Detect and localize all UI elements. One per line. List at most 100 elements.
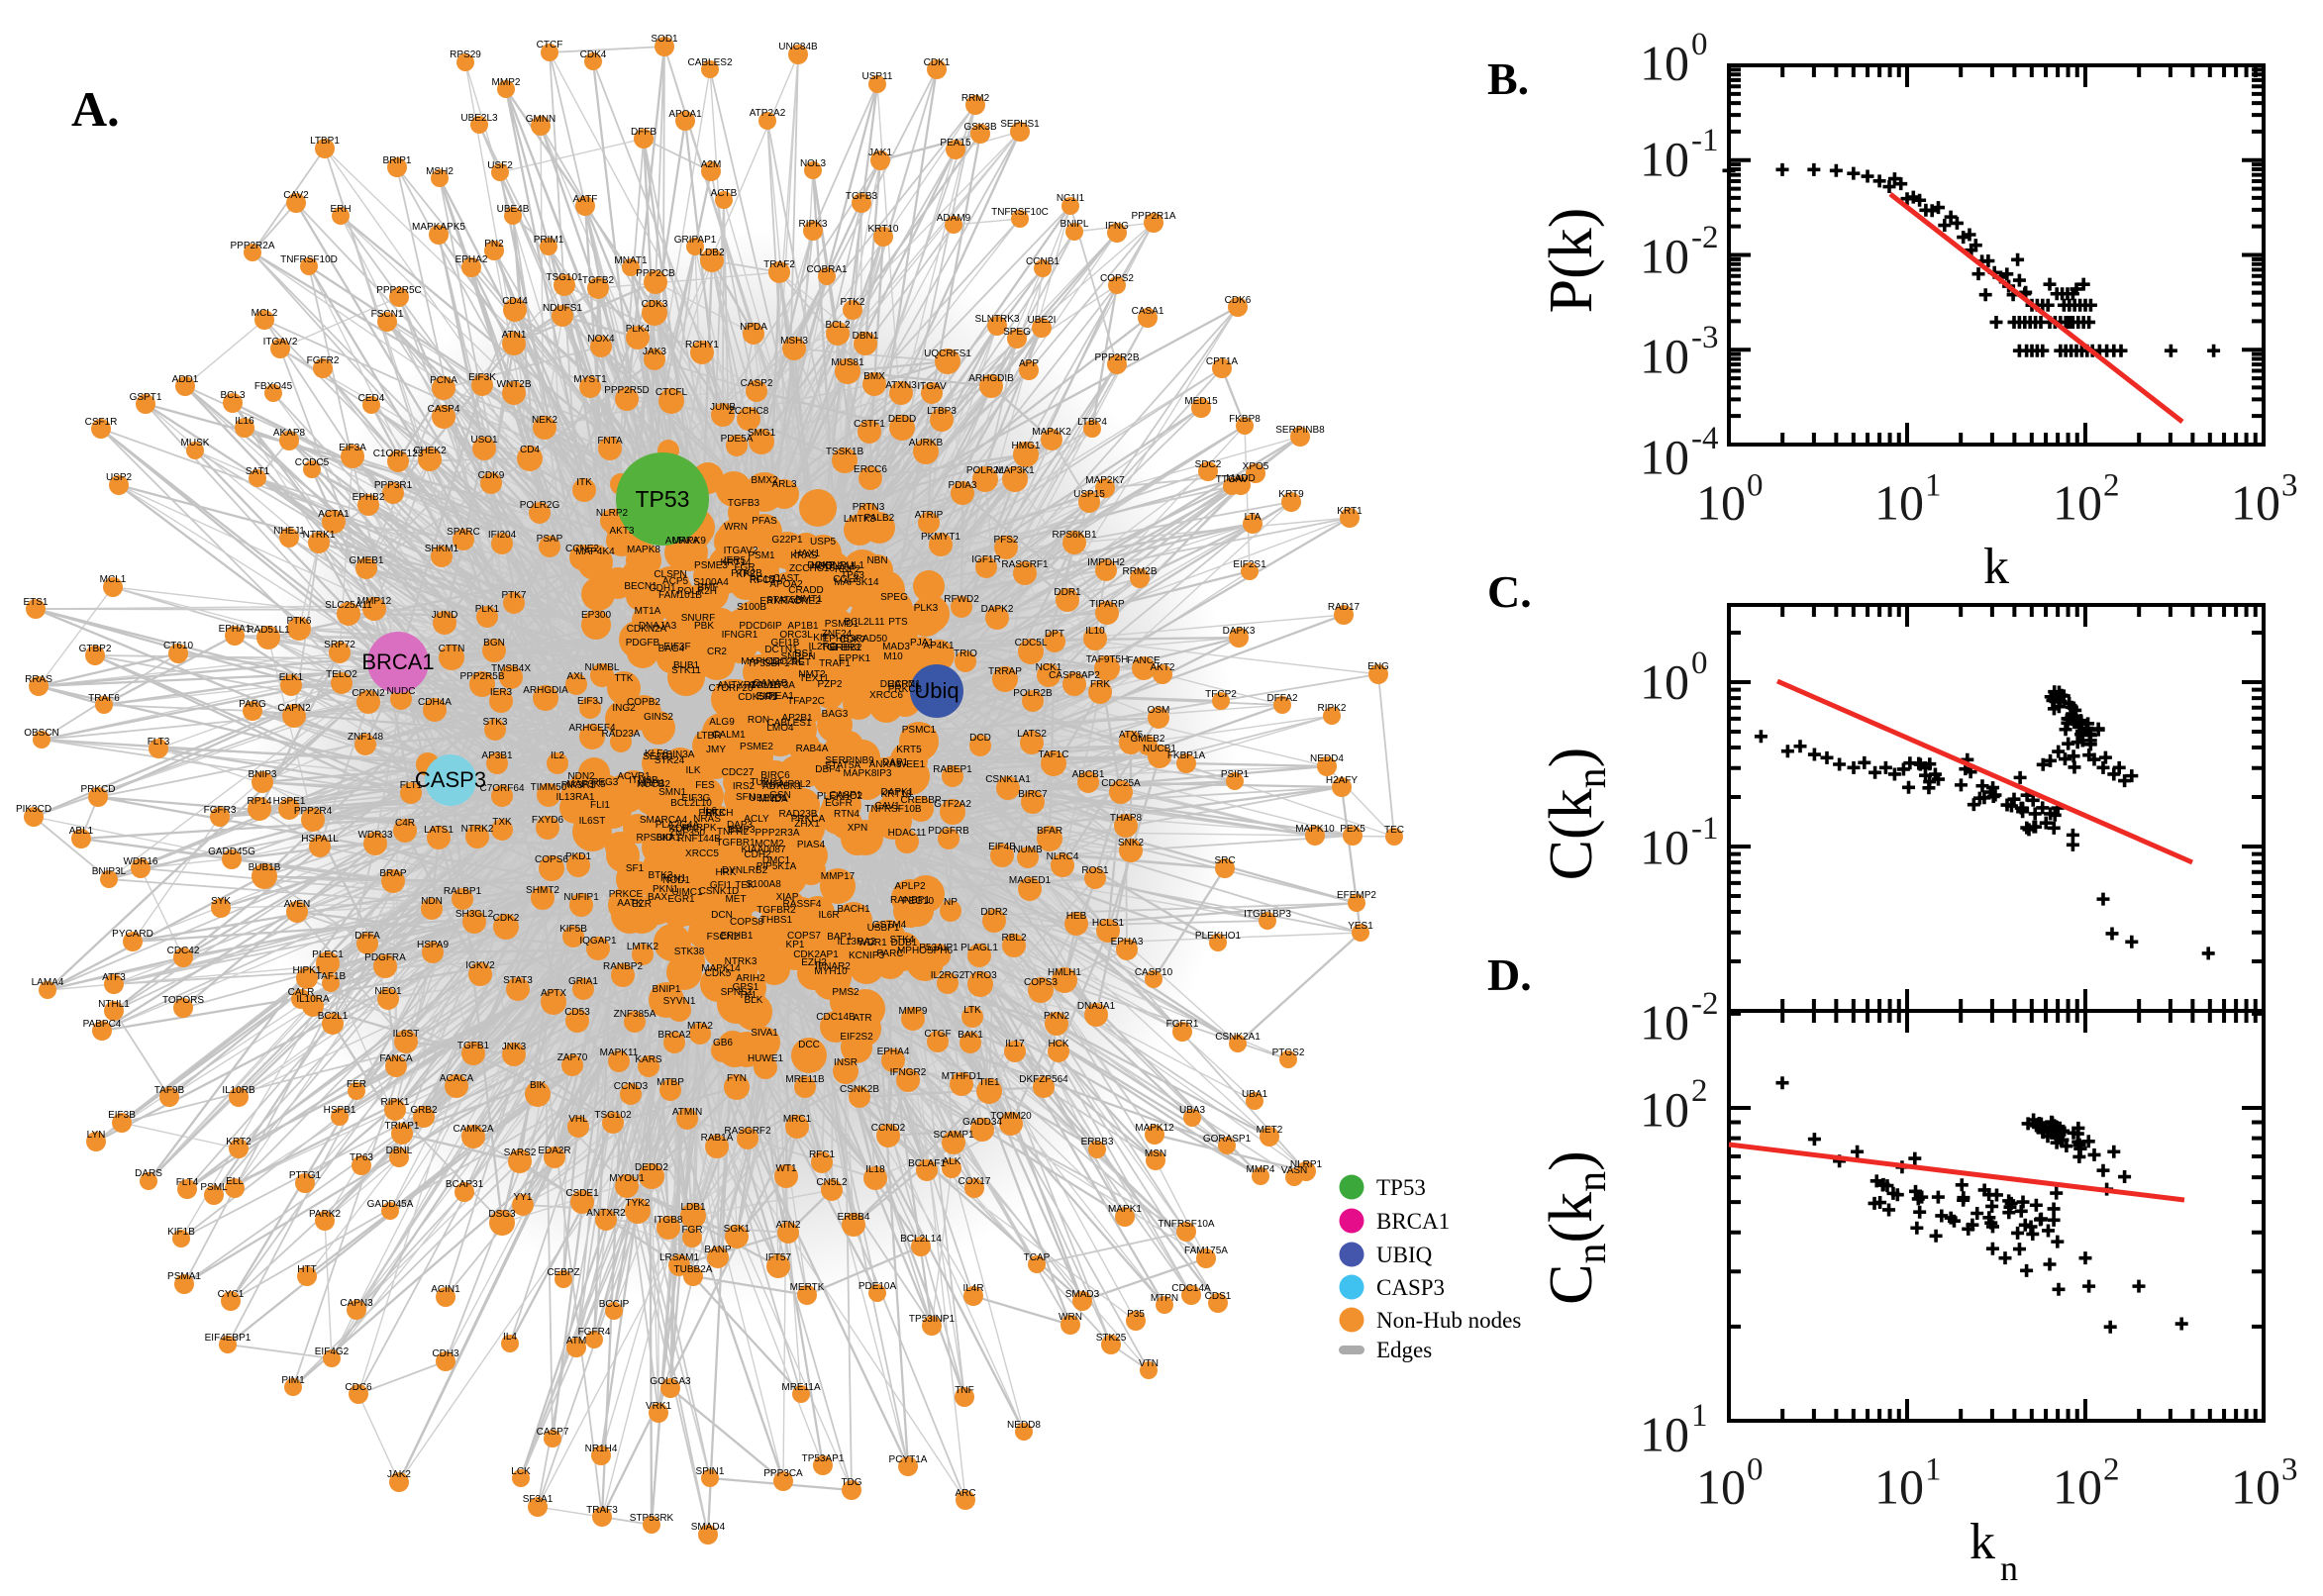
svg-text:ITGB8: ITGB8 xyxy=(655,1215,683,1226)
svg-text:EDA2R: EDA2R xyxy=(538,1146,570,1156)
svg-text:1: 1 xyxy=(1925,468,1942,504)
svg-text:CCL18: CCL18 xyxy=(749,680,780,691)
svg-text:-2: -2 xyxy=(1691,986,1719,1022)
svg-text:IL10: IL10 xyxy=(1085,626,1105,637)
svg-text:PDGFRA: PDGFRA xyxy=(364,952,406,963)
svg-text:TFCP2: TFCP2 xyxy=(1205,689,1237,700)
svg-text:KLF6: KLF6 xyxy=(645,748,668,759)
svg-text:LYN: LYN xyxy=(87,1130,106,1141)
svg-text:TIE1: TIE1 xyxy=(978,1077,1000,1088)
svg-text:3: 3 xyxy=(2281,468,2298,504)
svg-text:TIMM50: TIMM50 xyxy=(531,782,567,793)
svg-text:MMP2: MMP2 xyxy=(492,77,521,88)
svg-text:PSAP: PSAP xyxy=(537,534,563,545)
svg-text:TTK: TTK xyxy=(615,673,634,684)
svg-text:THBS1: THBS1 xyxy=(760,915,793,926)
svg-text:ARHGDIB: ARHGDIB xyxy=(968,373,1014,384)
svg-text:NEK2: NEK2 xyxy=(532,415,558,426)
svg-text:RIPK2: RIPK2 xyxy=(1318,703,1347,714)
svg-text:RFC2: RFC2 xyxy=(750,575,776,586)
svg-text:JAK2: JAK2 xyxy=(387,1469,411,1480)
svg-text:TYK2: TYK2 xyxy=(625,1198,650,1209)
svg-text:PSMA1: PSMA1 xyxy=(167,1271,201,1282)
svg-text:FAM175A: FAM175A xyxy=(1184,1246,1228,1256)
svg-text:FCN1: FCN1 xyxy=(660,873,687,884)
svg-text:KRT18: KRT18 xyxy=(881,789,912,800)
svg-text:ATF3: ATF3 xyxy=(102,972,126,983)
svg-text:CDS1: CDS1 xyxy=(1205,1291,1232,1302)
svg-text:WDR16: WDR16 xyxy=(123,856,157,867)
svg-text:RAD51L1: RAD51L1 xyxy=(247,625,290,636)
svg-text:CDK6: CDK6 xyxy=(1225,295,1252,306)
svg-text:TNFR2: TNFR2 xyxy=(717,827,750,838)
svg-text:NTRK3: NTRK3 xyxy=(725,956,758,967)
svg-text:CTCFL: CTCFL xyxy=(656,387,688,398)
svg-text:GRIPAP1: GRIPAP1 xyxy=(674,235,717,246)
svg-text:ERKRACNE2: ERKRACNE2 xyxy=(759,596,821,607)
svg-text:10: 10 xyxy=(1640,329,1689,384)
svg-text:DEDD2: DEDD2 xyxy=(635,1162,668,1173)
svg-text:Cn(kn): Cn(kn) xyxy=(1538,1150,1615,1305)
svg-text:RNF144B: RNF144B xyxy=(677,834,721,845)
svg-text:C1ORF123: C1ORF123 xyxy=(373,449,424,459)
svg-text:S100A4: S100A4 xyxy=(693,577,729,588)
svg-text:MUS81: MUS81 xyxy=(831,357,864,368)
svg-text:IL17: IL17 xyxy=(1005,1039,1025,1049)
svg-text:ILK: ILK xyxy=(685,765,700,776)
svg-text:ALK: ALK xyxy=(943,1156,961,1167)
svg-text:NOX4: NOX4 xyxy=(587,334,615,345)
svg-text:CHEK2: CHEK2 xyxy=(413,446,447,456)
svg-text:XPO5: XPO5 xyxy=(1243,461,1269,472)
svg-text:USP15: USP15 xyxy=(1073,489,1105,500)
svg-text:IL10RA: IL10RA xyxy=(296,994,330,1005)
svg-text:RON: RON xyxy=(748,715,769,726)
svg-text:PSIP1: PSIP1 xyxy=(1221,769,1250,780)
svg-text:NBN: NBN xyxy=(866,555,887,566)
svg-text:BAK1: BAK1 xyxy=(958,1030,983,1041)
svg-text:EIF3J: EIF3J xyxy=(577,696,603,707)
svg-text:TP63: TP63 xyxy=(841,570,864,581)
svg-text:STP53RK: STP53RK xyxy=(630,1513,674,1524)
svg-text:KIT: KIT xyxy=(813,633,829,644)
svg-text:ERH: ERH xyxy=(330,204,351,215)
svg-text:KRT14: KRT14 xyxy=(721,557,752,568)
svg-text:GB6: GB6 xyxy=(713,1038,733,1048)
svg-text:KCNIP3: KCNIP3 xyxy=(849,950,885,961)
svg-text:TRIAP1: TRIAP1 xyxy=(384,1121,419,1132)
svg-text:10: 10 xyxy=(1696,1459,1746,1515)
svg-text:XRCC6: XRCC6 xyxy=(869,690,903,701)
svg-text:AATK: AATK xyxy=(617,898,643,909)
svg-text:FGR: FGR xyxy=(681,1225,702,1236)
svg-text:PLEC1: PLEC1 xyxy=(312,949,344,960)
svg-text:SIN3A: SIN3A xyxy=(666,749,695,760)
svg-text:IL6ST: IL6ST xyxy=(393,1029,420,1040)
svg-text:CDK1: CDK1 xyxy=(924,57,951,68)
svg-text:RPS29: RPS29 xyxy=(450,50,481,60)
svg-text:ORC3L: ORC3L xyxy=(779,630,813,641)
svg-text:PRKCD: PRKCD xyxy=(80,784,115,795)
svg-text:PSML: PSML xyxy=(200,1182,228,1193)
svg-text:LMTK2: LMTK2 xyxy=(627,942,659,952)
svg-text:RNF2: RNF2 xyxy=(835,564,861,575)
svg-text:FNTA: FNTA xyxy=(597,436,623,447)
svg-text:GRIA1: GRIA1 xyxy=(568,976,598,987)
svg-text:CTGF: CTGF xyxy=(924,1029,951,1040)
svg-text:CSTF1: CSTF1 xyxy=(854,419,885,430)
svg-text:BCAP31: BCAP31 xyxy=(446,1179,484,1190)
svg-text:2: 2 xyxy=(2103,1452,2120,1488)
svg-text:SDC2: SDC2 xyxy=(1195,459,1222,470)
svg-text:RABEP1: RABEP1 xyxy=(933,764,972,775)
svg-text:LAMA4: LAMA4 xyxy=(32,977,64,988)
svg-text:WT1: WT1 xyxy=(775,1163,797,1174)
svg-text:BECN1: BECN1 xyxy=(624,581,657,592)
svg-text:MCM2: MCM2 xyxy=(755,839,784,849)
svg-text:MAPK10: MAPK10 xyxy=(1295,824,1335,835)
svg-text:CSNK2B: CSNK2B xyxy=(840,1084,879,1095)
svg-text:PRKCH: PRKCH xyxy=(698,808,733,819)
svg-text:CYC1: CYC1 xyxy=(218,1289,245,1300)
svg-text:STK38: STK38 xyxy=(674,947,705,957)
svg-text:TRAF3: TRAF3 xyxy=(586,1505,618,1516)
svg-text:CSF1R: CSF1R xyxy=(85,417,118,428)
svg-text:FAM173A: FAM173A xyxy=(752,680,795,691)
svg-text:POLR2B: POLR2B xyxy=(1013,688,1053,699)
